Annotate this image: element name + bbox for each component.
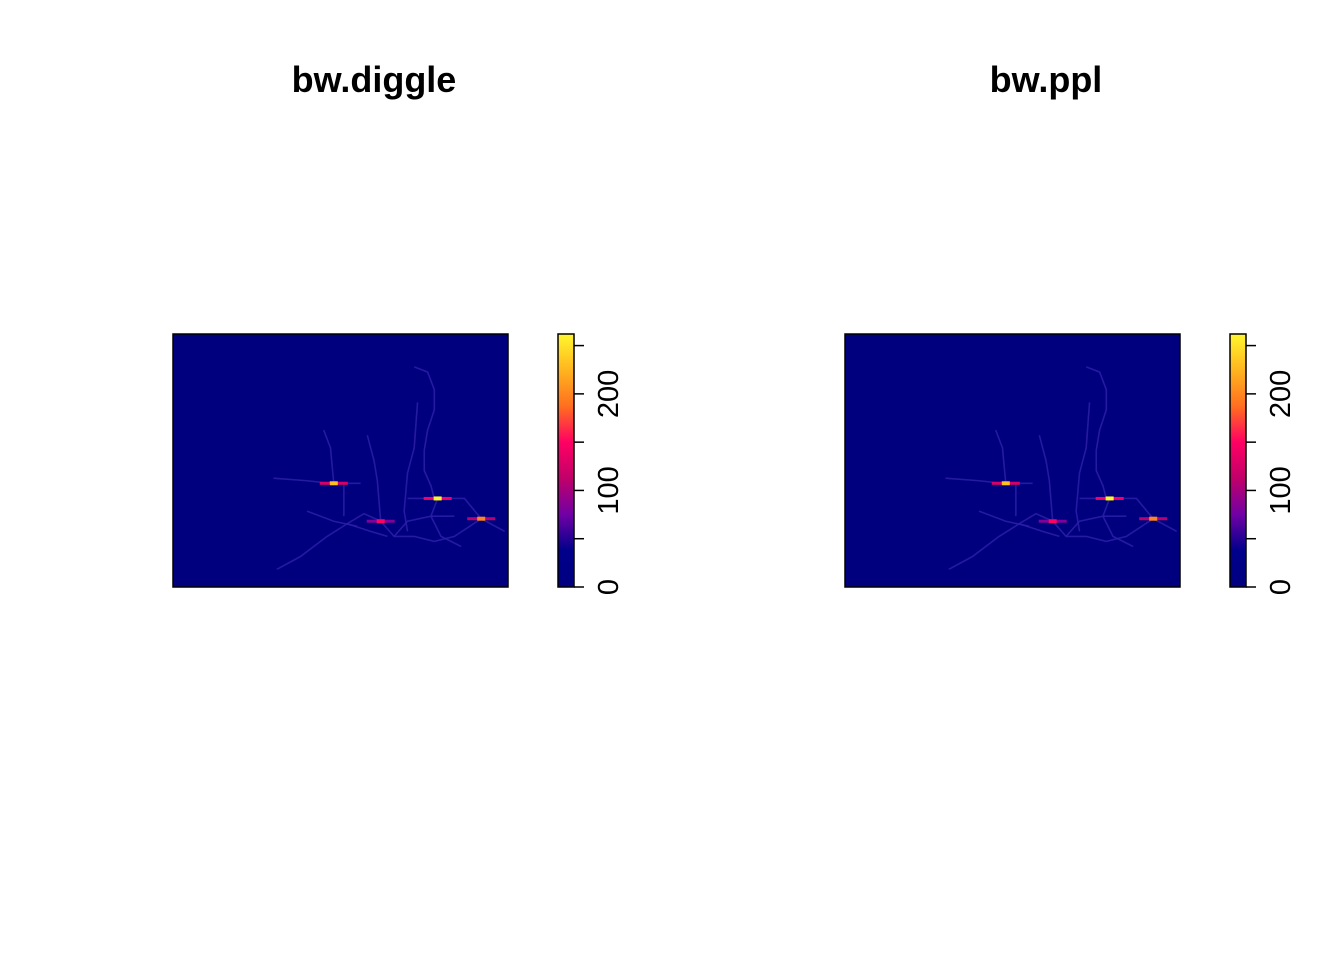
panel-title: bw.diggle <box>292 59 457 100</box>
heatmap-background <box>845 334 1180 587</box>
panel-bw-ppl: bw.ppl 0 100 200 <box>844 59 1297 595</box>
hotspot <box>1095 496 1124 501</box>
hotspot <box>366 519 395 524</box>
heatmap-frame <box>172 333 509 588</box>
heatmap-image <box>172 333 509 588</box>
hotspot <box>423 496 452 501</box>
network-line <box>1038 434 1054 522</box>
colorbar-tick-label: 100 <box>593 466 625 514</box>
colorbar-gradient <box>1229 333 1247 588</box>
network-line <box>1102 498 1134 548</box>
colorbar-gradient <box>557 333 575 588</box>
network-line <box>323 429 335 484</box>
panel-bw-diggle: bw.diggle 0 100 200 <box>172 59 625 595</box>
colorbar-tick-label: 0 <box>1265 579 1297 595</box>
network-line <box>995 429 1007 484</box>
colorbar: 0 100 200 <box>557 333 625 595</box>
network-line <box>978 510 1030 528</box>
network-line <box>430 498 462 548</box>
network-line <box>403 402 419 532</box>
network-line <box>366 434 382 522</box>
network-line <box>1085 366 1108 499</box>
network-line <box>1065 515 1127 537</box>
heatmap-background <box>173 334 508 587</box>
hotspot <box>319 481 348 486</box>
colorbar-tick-label: 200 <box>1265 370 1297 418</box>
network-line <box>306 510 358 528</box>
hotspot <box>991 481 1020 486</box>
panel-title: bw.ppl <box>990 59 1103 100</box>
colorbar-tick-label: 200 <box>593 370 625 418</box>
hotspot <box>1038 519 1067 524</box>
heatmap-frame <box>844 333 1181 588</box>
hotspot <box>1139 516 1168 521</box>
heatmap-image <box>844 333 1181 588</box>
colorbar-tick-label: 100 <box>1265 466 1297 514</box>
network-line <box>413 366 436 499</box>
colorbar: 0 100 200 <box>1229 333 1297 595</box>
network-line <box>1075 402 1091 532</box>
network-line <box>393 515 455 537</box>
colorbar-tick-label: 0 <box>593 579 625 595</box>
hotspot <box>467 516 496 521</box>
